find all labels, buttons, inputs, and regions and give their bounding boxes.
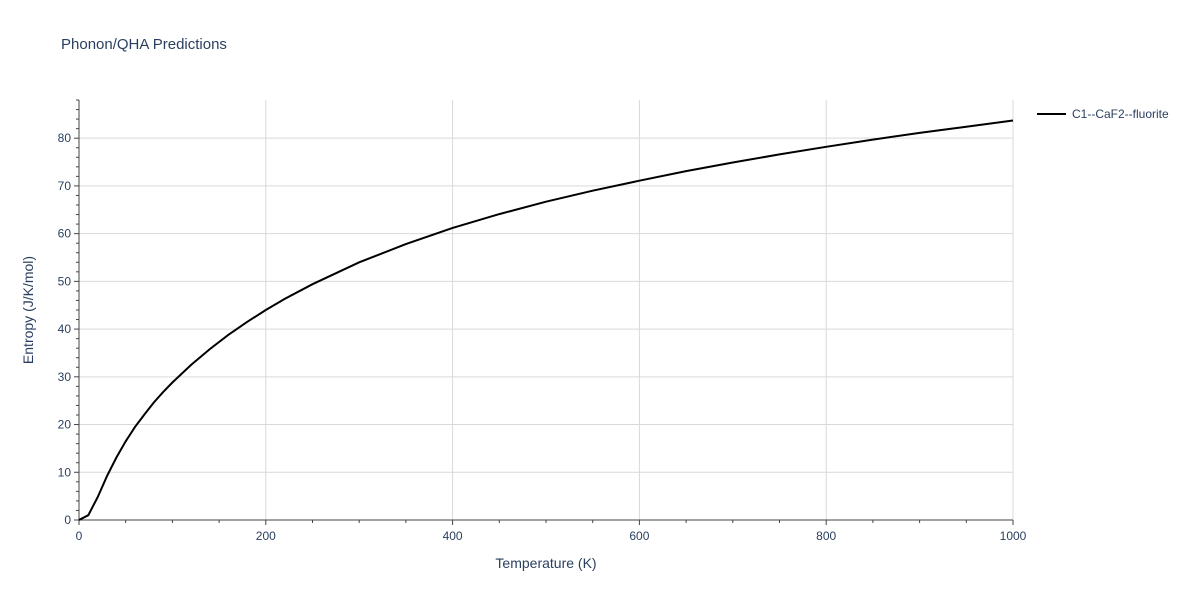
y-tick-label: 40 xyxy=(58,322,72,336)
legend[interactable]: C1--CaF2--fluorite xyxy=(1037,107,1169,121)
y-tick-label: 20 xyxy=(58,418,72,432)
y-tick-label: 10 xyxy=(58,465,72,479)
x-tick-label: 200 xyxy=(256,529,276,543)
y-tick-label: 80 xyxy=(58,131,72,145)
y-tick-label: 30 xyxy=(58,370,72,384)
x-tick-label: 1000 xyxy=(1000,529,1027,543)
grid-lines xyxy=(79,100,1014,520)
y-tick-label: 0 xyxy=(64,513,71,527)
y-tick-label: 50 xyxy=(58,274,72,288)
series-line-c1-caf2-fluorite xyxy=(78,119,1014,521)
x-tick-label: 0 xyxy=(76,529,83,543)
y-tick-label: 60 xyxy=(58,227,72,241)
legend-label: C1--CaF2--fluorite xyxy=(1072,107,1169,121)
minor-ticks xyxy=(74,99,1014,525)
x-tick-label: 600 xyxy=(629,529,649,543)
x-tick-label: 800 xyxy=(816,529,836,543)
y-tick-labels: 0 10 20 30 40 50 60 70 80 xyxy=(58,131,72,527)
x-tick-label: 400 xyxy=(443,529,463,543)
x-axis-title: Temperature (K) xyxy=(495,555,596,571)
y-axis-title: Entropy (J/K/mol) xyxy=(20,256,36,364)
y-tick-label: 70 xyxy=(58,179,72,193)
x-tick-labels: 0 200 400 600 800 1000 xyxy=(76,529,1027,543)
chart-title: Phonon/QHA Predictions xyxy=(61,36,227,53)
